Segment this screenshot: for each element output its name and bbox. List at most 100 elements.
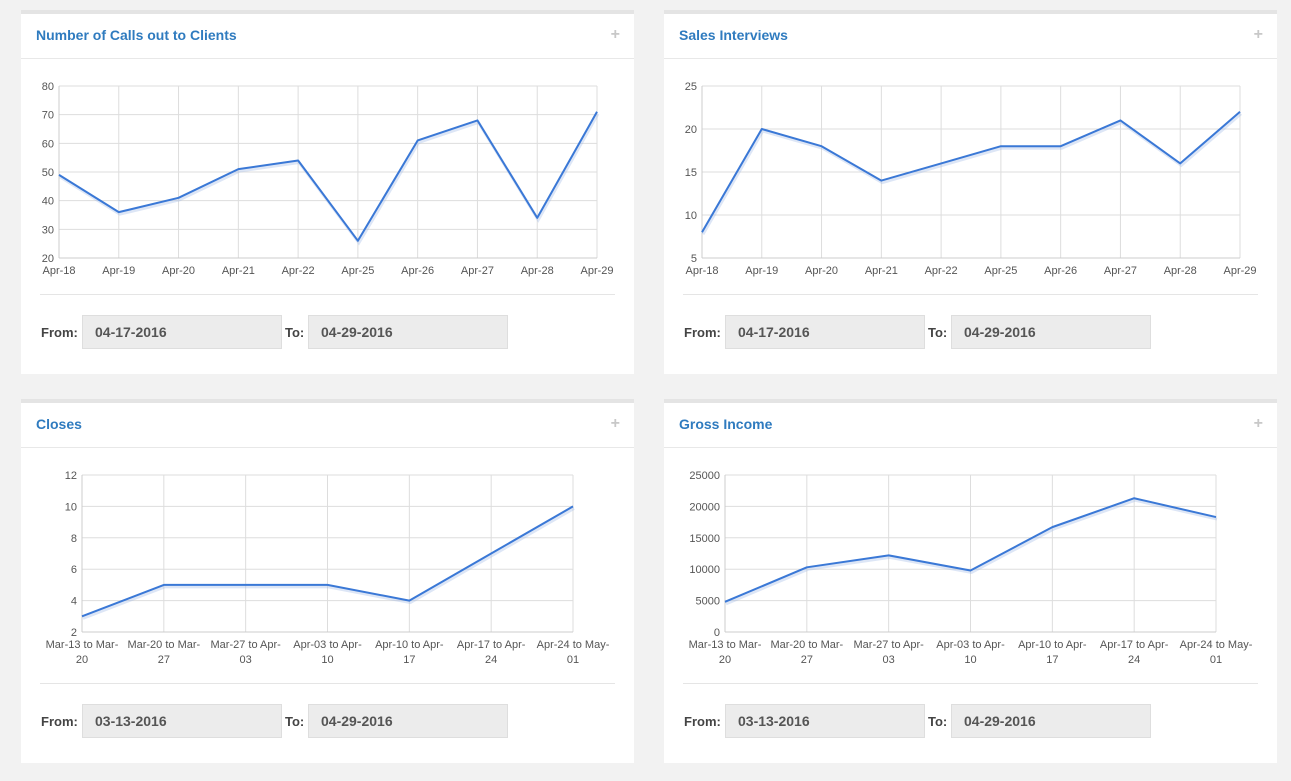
y-tick-label: 10	[65, 501, 77, 513]
data-point[interactable]	[475, 118, 479, 122]
data-point[interactable]	[969, 568, 973, 572]
data-point[interactable]	[57, 173, 61, 177]
y-tick-label: 30	[42, 224, 54, 236]
y-tick-label: 20	[685, 124, 697, 136]
y-tick-label: 6	[71, 564, 77, 576]
chart-calls: 20 30 40 50 60 70 80 Apr-18 Apr-19 Apr-20 Apr-21 Ap…	[42, 81, 614, 277]
x-tick-label: Mar-13 to Mar-20	[46, 639, 119, 666]
from-date-field[interactable]: 04-17-2016	[725, 315, 925, 349]
x-tick-label: Mar-27 to Apr-03	[854, 639, 925, 666]
from-date-field[interactable]: 03-13-2016	[725, 704, 925, 738]
to-date-field[interactable]: 04-29-2016	[308, 704, 508, 738]
y-tick-label: 20000	[689, 501, 720, 513]
data-point[interactable]	[1118, 118, 1122, 122]
data-point[interactable]	[805, 565, 809, 569]
date-range: From: 04-17-2016 To: 04-29-2016	[684, 315, 1264, 349]
data-point[interactable]	[117, 210, 121, 214]
to-date-field[interactable]: 04-29-2016	[951, 704, 1151, 738]
from-label: From:	[41, 714, 78, 729]
x-tick-label: Apr-25	[341, 265, 374, 277]
data-point[interactable]	[571, 504, 575, 508]
x-tick-label: Apr-17 to Apr-24	[1100, 639, 1169, 666]
x-tick-label: Apr-19	[745, 265, 778, 277]
divider	[683, 294, 1258, 295]
series-line	[58, 111, 598, 242]
x-tick-label: Mar-13 to Mar-20	[689, 639, 762, 666]
panel-title: Closes	[36, 416, 82, 432]
data-point[interactable]	[939, 161, 943, 165]
panel-calls: Number of Calls out to Clients + 20 30 40 5…	[21, 10, 634, 374]
x-tick-label: Apr-27	[1104, 265, 1137, 277]
panel-header: Sales Interviews +	[664, 14, 1277, 59]
y-tick-label: 50	[42, 167, 54, 179]
series-line-shadow	[59, 113, 600, 246]
y-tick-label: 5	[691, 253, 697, 265]
x-tick-label: Apr-20	[805, 265, 838, 277]
data-point[interactable]	[1059, 144, 1063, 148]
panel-gross-income: Gross Income + 0 5000 10000 15000 20000 25000…	[664, 399, 1277, 763]
series-line-shadow	[82, 507, 575, 620]
date-range: From: 03-13-2016 To: 04-29-2016	[684, 704, 1264, 738]
data-point[interactable]	[177, 196, 181, 200]
data-point[interactable]	[535, 216, 539, 220]
plus-icon[interactable]: +	[610, 26, 620, 43]
plus-icon[interactable]: +	[1253, 415, 1263, 432]
to-label: To:	[285, 325, 305, 340]
data-point[interactable]	[407, 599, 411, 603]
divider	[40, 683, 615, 684]
from-label: From:	[684, 714, 721, 729]
to-date-field[interactable]: 04-29-2016	[308, 315, 508, 349]
plus-icon[interactable]: +	[1253, 26, 1263, 43]
x-tick-label: Apr-03 to Apr-10	[293, 639, 362, 666]
data-point[interactable]	[723, 600, 727, 604]
panel-title: Gross Income	[679, 416, 773, 432]
plus-icon[interactable]: +	[610, 415, 620, 432]
panel-header: Number of Calls out to Clients +	[21, 14, 634, 59]
from-date-field[interactable]: 04-17-2016	[82, 315, 282, 349]
x-tick-label: Apr-25	[984, 265, 1017, 277]
data-point[interactable]	[595, 110, 599, 114]
x-tick-label: Apr-20	[162, 265, 195, 277]
x-tick-label: Apr-22	[925, 265, 958, 277]
x-tick-label: Apr-18	[685, 265, 718, 277]
data-point[interactable]	[879, 179, 883, 183]
x-tick-label: Apr-22	[282, 265, 315, 277]
panel-sales-interviews: Sales Interviews + 5 10 15 20 25 Apr-18 Apr-19…	[664, 10, 1277, 374]
x-tick-label: Apr-21	[222, 265, 255, 277]
y-tick-label: 20	[42, 253, 54, 265]
to-label: To:	[285, 714, 305, 729]
data-point[interactable]	[820, 144, 824, 148]
data-point[interactable]	[1178, 161, 1182, 165]
data-point[interactable]	[416, 138, 420, 142]
x-tick-label: Apr-29	[580, 265, 613, 277]
data-point[interactable]	[999, 144, 1003, 148]
panel-closes: Closes + 2 4 6 8 10 12 Mar-13 to Mar-20 Mar-20 …	[21, 399, 634, 763]
date-range: From: 03-13-2016 To: 04-29-2016	[41, 704, 621, 738]
x-tick-label: Apr-24 to May-01	[537, 639, 610, 666]
data-point[interactable]	[1214, 515, 1218, 519]
x-tick-label: Apr-28	[1164, 265, 1197, 277]
data-point[interactable]	[1132, 496, 1136, 500]
data-point[interactable]	[244, 583, 248, 587]
from-date-field[interactable]: 03-13-2016	[82, 704, 282, 738]
x-tick-label: Apr-26	[401, 265, 434, 277]
data-point[interactable]	[760, 127, 764, 131]
data-point[interactable]	[700, 230, 704, 234]
data-point[interactable]	[887, 553, 891, 557]
x-tick-label: Apr-28	[521, 265, 554, 277]
y-tick-label: 12	[65, 470, 77, 482]
data-point[interactable]	[1238, 110, 1242, 114]
chart-closes: 2 4 6 8 10 12 Mar-13 to Mar-20 Mar-20 to Mar-27…	[46, 470, 610, 666]
data-point[interactable]	[296, 159, 300, 163]
panel-title: Sales Interviews	[679, 27, 788, 43]
data-point[interactable]	[356, 239, 360, 243]
to-date-field[interactable]: 04-29-2016	[951, 315, 1151, 349]
data-point[interactable]	[326, 583, 330, 587]
data-point[interactable]	[489, 552, 493, 556]
data-point[interactable]	[1050, 525, 1054, 529]
data-point[interactable]	[162, 583, 166, 587]
date-range: From: 04-17-2016 To: 04-29-2016	[41, 315, 621, 349]
from-label: From:	[684, 325, 721, 340]
data-point[interactable]	[80, 614, 84, 618]
data-point[interactable]	[236, 167, 240, 171]
